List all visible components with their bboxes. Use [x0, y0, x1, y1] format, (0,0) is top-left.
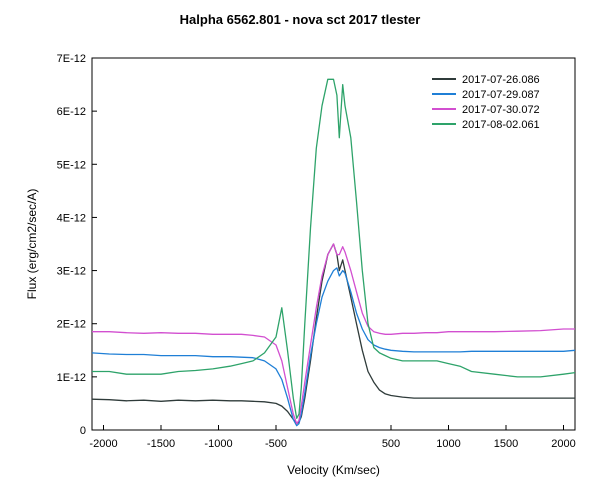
x-tick-label: 2000 — [551, 438, 575, 450]
x-tick-label: 500 — [382, 438, 400, 450]
x-tick-label: -2000 — [89, 438, 117, 450]
legend-label-1: 2017-07-29.087 — [462, 89, 540, 101]
chart-legend: 2017-07-26.086 2017-07-29.087 2017-07-30.0… — [432, 74, 540, 131]
y-tick-label: 2E-12 — [57, 319, 86, 331]
y-tick-label: 6E-12 — [57, 106, 86, 118]
y-tick-label: 7E-12 — [57, 53, 86, 65]
series-line-2 — [92, 243, 575, 425]
legend-label-2: 2017-07-30.072 — [462, 104, 540, 116]
legend-label-3: 2017-08-02.061 — [462, 119, 540, 131]
series-line-1 — [91, 267, 576, 427]
y-tick-label: 0 — [80, 425, 86, 437]
x-tick-label: -1500 — [147, 438, 175, 450]
y-axis-label: Flux (erg/cm2/sec/A) — [25, 189, 39, 300]
y-tick-label: 3E-12 — [57, 266, 86, 278]
series-layer — [91, 78, 576, 427]
x-tick-label: 1000 — [436, 438, 460, 450]
x-tick-label: -1000 — [204, 438, 232, 450]
tick-layer: -2000 -1500 -1000 -500 500 1000 1500 2000 0 1E-12… — [57, 53, 576, 450]
x-axis-label: Velocity (Km/sec) — [287, 463, 380, 477]
x-tick-label: 1500 — [494, 438, 518, 450]
plot-area-frame — [91, 57, 576, 431]
series-line-3 — [92, 78, 576, 419]
chart-title: Halpha 6562.801 - nova sct 2017 tlester — [180, 12, 421, 27]
y-tick-label: 4E-12 — [57, 212, 86, 224]
legend-label-0: 2017-07-26.086 — [462, 74, 540, 86]
y-tick-label: 1E-12 — [57, 372, 86, 384]
y-tick-label: 5E-12 — [57, 159, 86, 171]
x-tick-label: -500 — [265, 438, 287, 450]
